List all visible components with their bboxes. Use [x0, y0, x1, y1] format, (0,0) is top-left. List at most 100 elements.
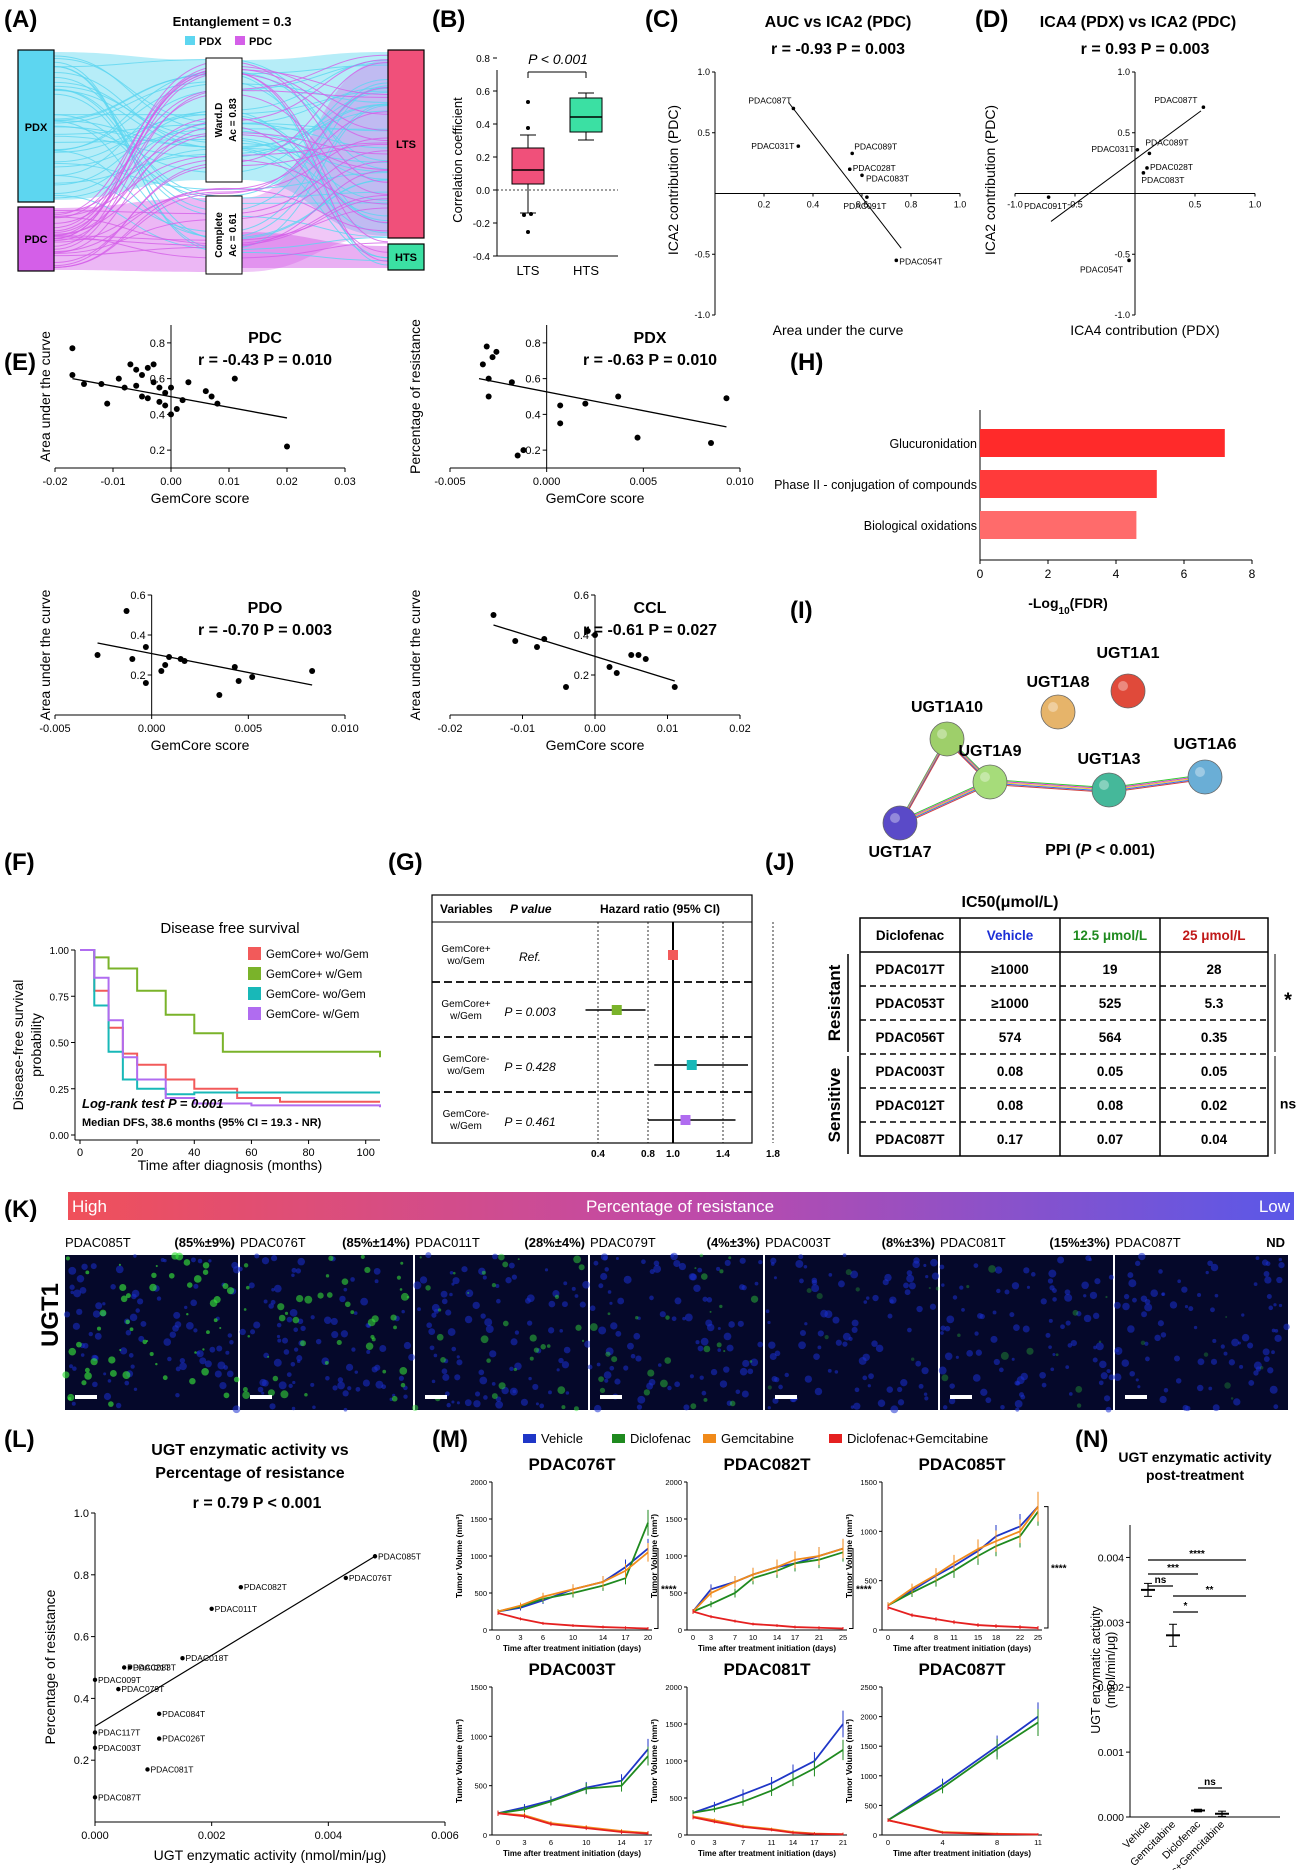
lts-box-label: LTS	[396, 139, 416, 151]
nucleus-dot	[944, 1352, 953, 1361]
ugt1-signal	[119, 1283, 127, 1292]
ugt1-signal	[935, 1286, 940, 1291]
plot-title: CCL	[634, 600, 667, 617]
ugt1-signal	[1072, 1309, 1079, 1316]
panel-b-ytick-label: -0.4	[473, 252, 491, 263]
pdc-box	[17, 206, 55, 272]
x-tick-label: 18	[992, 1633, 1000, 1642]
data-point	[123, 608, 130, 614]
nucleus-dot	[858, 1356, 867, 1365]
point-label: PDAC018T	[186, 1653, 229, 1663]
ugt1-signal	[242, 1387, 248, 1392]
nucleus-dot	[615, 1330, 622, 1337]
nucleus-dot	[209, 1346, 216, 1353]
panel-label-b: (B)	[432, 6, 465, 33]
panel-e-plot-pdx: -0.005 0.000 0.005 0.010 0.2 0.4 0.6 0.8 PDX r = …	[407, 319, 754, 506]
nucleus-dot	[288, 1383, 293, 1389]
ugt1-signal	[151, 1272, 157, 1279]
nucleus-dot	[1140, 1295, 1148, 1302]
bar-low-label: Low	[1259, 1197, 1291, 1216]
nucleus-dot	[509, 1387, 518, 1396]
growth-curve	[887, 1511, 1039, 1607]
nucleus-dot	[637, 1316, 641, 1321]
data-point	[116, 1686, 121, 1692]
nucleus-dot	[449, 1292, 453, 1297]
legend-pdx-label: PDX	[199, 36, 222, 48]
ugt1-signal	[119, 1348, 122, 1352]
panel-b-cat-hts: HTS	[573, 263, 599, 278]
nucleus-dot	[291, 1267, 297, 1273]
plot-ylabel: Area under the curve	[37, 589, 53, 720]
ugt1-signal	[557, 1386, 566, 1395]
nucleus-dot	[92, 1381, 98, 1388]
ugt1-signal	[589, 1323, 598, 1331]
panel-c-title: AUC vs ICA2 (PDC)	[765, 14, 912, 31]
y-tick-label: -0.5	[694, 249, 710, 259]
nucleus-dot	[737, 1320, 744, 1327]
nucleus-dot	[706, 1297, 713, 1303]
data-point	[133, 382, 140, 389]
ppi-node	[972, 764, 1008, 800]
legend-label: GemCore- w/Gem	[266, 1009, 359, 1021]
ugt1-signal	[278, 1314, 286, 1322]
nucleus-dot	[596, 1362, 601, 1367]
data-point	[139, 393, 145, 400]
nucleus-dot	[310, 1382, 315, 1387]
ppi-node-label: UGT1A10	[911, 699, 983, 716]
x-tick-label: 0	[496, 1633, 500, 1642]
forest-variable: GemCore+	[441, 944, 490, 955]
y-tick-label: 0.2	[150, 445, 165, 457]
ugt1-signal	[247, 1334, 251, 1338]
nucleus-dot	[283, 1349, 290, 1355]
ugt1-signal	[816, 1293, 823, 1300]
sankey-line	[53, 187, 389, 268]
fit-line	[72, 377, 288, 419]
nucleus-dot	[464, 1315, 473, 1324]
nucleus-dot	[484, 1318, 493, 1327]
panel-c-xlabel: Area under the curve	[773, 322, 904, 338]
ugt1-signal	[202, 1269, 209, 1275]
nucleus-dot	[653, 1265, 662, 1273]
nucleus-dot	[115, 1265, 124, 1274]
sample-pct: (85%±9%)	[174, 1235, 235, 1250]
nucleus-dot	[138, 1335, 145, 1342]
nucleus-dot	[769, 1352, 777, 1360]
nucleus-dot	[1049, 1285, 1055, 1291]
ppi-edge	[989, 783, 1110, 793]
nucleus-dot	[441, 1368, 448, 1375]
panel-b-ytick-label: 0.2	[476, 153, 490, 164]
nucleus-dot	[1137, 1385, 1141, 1389]
nucleus-dot	[217, 1361, 226, 1370]
data-point	[179, 397, 186, 404]
l-title-2: Percentage of resistance	[155, 1465, 345, 1482]
x-tick-label: -0.02	[42, 476, 67, 488]
nucleus-dot	[1163, 1387, 1169, 1393]
sankey-line	[53, 89, 389, 250]
nucleus-dot	[1115, 1349, 1119, 1353]
data-point	[127, 361, 134, 368]
data-point	[144, 395, 151, 402]
panel-h-xlabel: -Log10(FDR)	[1028, 595, 1108, 617]
point-label: PDAC054T	[1080, 264, 1123, 274]
growth-curve	[692, 1610, 844, 1630]
ugt1-signal	[120, 1295, 128, 1303]
nucleus-dot	[330, 1317, 338, 1325]
nucleus-dot	[115, 1402, 122, 1409]
legend-label: Diclofenac	[630, 1431, 691, 1446]
sig-label: ns	[1204, 1777, 1216, 1788]
nucleus-dot	[948, 1397, 956, 1405]
y-tick-label: 0.6	[74, 1632, 89, 1644]
ugt1-signal	[96, 1326, 102, 1331]
nucleus-dot	[485, 1325, 494, 1334]
nucleus-dot	[174, 1321, 182, 1328]
plot-title: PDAC076T	[529, 1455, 617, 1474]
nucleus-dot	[1083, 1294, 1087, 1298]
nucleus-dot	[227, 1333, 233, 1338]
nucleus-dot	[315, 1338, 322, 1345]
nucleus-dot	[1161, 1292, 1165, 1296]
if-image-tile: PDAC003T (8%±3%)	[765, 1235, 940, 1414]
ugt1-signal	[581, 1339, 585, 1342]
if-image	[940, 1255, 1113, 1410]
panel-b-ylabel: Correlation coefficient	[450, 97, 465, 223]
y-tick-label: 0.2	[525, 445, 540, 457]
